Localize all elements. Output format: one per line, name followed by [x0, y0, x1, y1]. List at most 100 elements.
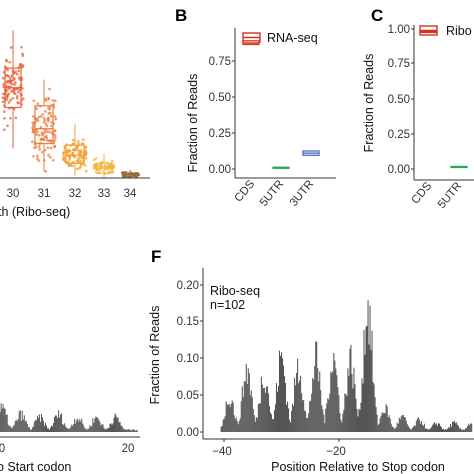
- panel-a-point: [32, 154, 35, 158]
- panel-a-point: [13, 83, 16, 86]
- panel-f-y-tick-0.05: 0.05: [177, 390, 199, 402]
- panel-a-x-tick-30: 30: [7, 188, 20, 200]
- panel-a-point: [78, 151, 82, 155]
- panel-b-y-tick-0.75: 0.75: [209, 56, 231, 68]
- panel-a-point: [45, 130, 49, 133]
- panel-a-point: [32, 115, 35, 118]
- panel-a-point: [37, 115, 41, 119]
- panel-a-point: [110, 159, 114, 163]
- panel-c-y-tick-1.00: 1.00: [388, 24, 410, 36]
- panel-a-point: [71, 151, 74, 155]
- panel-f-x-tick-minus20: −20: [326, 446, 346, 458]
- panel-a-point: [62, 152, 66, 155]
- panel-a-point: [68, 158, 71, 161]
- panel-a-point: [92, 158, 96, 161]
- panel-a-point: [37, 159, 41, 162]
- panel-a-point: [33, 146, 36, 150]
- panel-f-x-axis-title: Position Relative to Stop codon: [271, 460, 445, 474]
- panel-b-legend-label: RNA-seq: [267, 31, 318, 45]
- panel-a-point: [42, 137, 45, 140]
- panel-a-point: [31, 126, 34, 130]
- panel-a-point: [46, 106, 50, 110]
- panel-a-point: [16, 90, 20, 94]
- panel-a-point: [81, 138, 85, 142]
- panel-a-point: [44, 122, 48, 126]
- panel-a-point: [37, 133, 41, 137]
- panel-f-letter: F: [151, 247, 161, 266]
- panel-a-point: [14, 81, 17, 84]
- panel-b-x-tick-5utr: 5UTR: [258, 178, 286, 209]
- panel-a-point: [73, 155, 77, 159]
- panel-a-point: [35, 118, 39, 121]
- panel-a-point: [39, 125, 43, 129]
- panel-a-point: [11, 96, 15, 100]
- panel-b-y-tick-0.25: 0.25: [209, 128, 231, 140]
- panel-c-y-axis-title: Fraction of Reads: [362, 54, 376, 153]
- panel-a-point: [10, 74, 14, 78]
- panel-a-boxes: [4, 30, 138, 178]
- panel-a-point: [12, 89, 16, 93]
- panel-b-y-tick-0.50: 0.50: [209, 92, 231, 104]
- panel-a-point: [48, 130, 51, 134]
- panel-a-point: [37, 145, 41, 148]
- panel-a-point: [34, 133, 38, 136]
- panel-a-point: [46, 118, 50, 122]
- panel-a-point: [14, 116, 18, 120]
- panel-c-y-tick-0.00: 0.00: [388, 164, 410, 176]
- panel-a-box: [65, 144, 85, 164]
- panel-a-x-tick-31: 31: [38, 188, 51, 200]
- panel-a-point: [18, 63, 22, 66]
- panel-a-point: [78, 159, 82, 162]
- panel-a-point: [7, 74, 11, 78]
- panel-a-point: [6, 124, 9, 128]
- panel-a-point: [18, 88, 22, 92]
- panel-a-point: [47, 153, 50, 157]
- panel-f-y-ticks: [200, 284, 203, 433]
- panel-a-point: [13, 77, 16, 80]
- panel-c-x-tick-5utr: 5UTR: [436, 180, 464, 211]
- panel-a-point: [51, 158, 55, 162]
- panel-b-x-tick-3utr: 3UTR: [288, 178, 316, 209]
- panel-a-point: [14, 87, 18, 91]
- panel-a-point: [67, 164, 71, 168]
- panel-a-point: [5, 80, 9, 84]
- panel-a-point: [47, 139, 51, 143]
- panel-f-x-tick-minus40: −40: [212, 446, 232, 458]
- panel-c-letter: C: [371, 6, 383, 25]
- panel-e-x-axis-title: o Start codon: [0, 460, 71, 474]
- panel-a-point: [31, 121, 35, 125]
- panel-a-point: [62, 156, 66, 160]
- panel-a-point: [77, 142, 80, 146]
- panel-f-y-axis-title: Fraction of Reads: [148, 306, 162, 405]
- panel-f-annotation-line-1: Ribo-seq: [210, 284, 260, 298]
- panel-a-point: [50, 124, 53, 128]
- panel-a-point: [48, 155, 52, 159]
- panel-a-point: [8, 60, 12, 64]
- panel-f-y-tick-0.10: 0.10: [177, 353, 199, 365]
- panel-a-point: [9, 46, 13, 49]
- panel-a-point: [44, 135, 48, 138]
- panel-a-point: [53, 115, 57, 118]
- panel-a-point: [92, 164, 96, 167]
- panel-a-point: [13, 92, 17, 96]
- panel-a-point: [39, 115, 43, 118]
- panel-a-point: [6, 68, 9, 72]
- panel-a-point: [99, 168, 102, 171]
- panel-a-point: [47, 97, 51, 101]
- panel-e-partial: 0 20 o Start codon: [0, 403, 140, 474]
- panel-f-bars: [220, 300, 473, 432]
- panel-a-point: [41, 150, 44, 154]
- panel-c-y-tick-0.25: 0.25: [388, 129, 410, 141]
- panel-a-point: [84, 145, 88, 149]
- panel-a-point: [53, 139, 56, 142]
- panel-a-point: [79, 149, 83, 152]
- panel-a-point: [54, 136, 57, 140]
- panel-a-x-tick-34: 34: [124, 188, 137, 200]
- panel-a-point: [53, 145, 56, 149]
- panel-a-point: [78, 155, 82, 159]
- panel-a-point: [1, 76, 5, 80]
- panel-a-point: [4, 58, 8, 62]
- panel-a-point: [66, 149, 69, 153]
- panel-a-point: [52, 129, 56, 133]
